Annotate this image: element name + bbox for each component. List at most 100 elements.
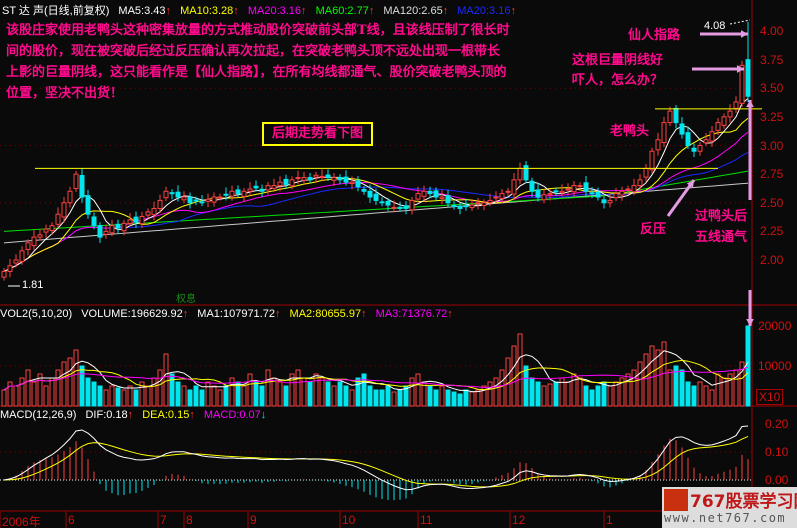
volume-bar <box>205 381 211 407</box>
volume-tick-label: 20000 <box>758 319 792 333</box>
volume-bar <box>433 389 439 407</box>
candlestick <box>223 193 229 196</box>
candlestick <box>481 202 487 206</box>
logo-icon <box>664 489 688 511</box>
volume-bar <box>1 389 7 407</box>
candlestick <box>355 180 361 188</box>
candlestick <box>469 204 475 209</box>
volume-ma2-line <box>3 359 749 391</box>
volume-bar <box>247 373 253 407</box>
candlestick <box>703 139 709 144</box>
ma10-value: MA10:3.28 <box>180 5 234 17</box>
volume-bar <box>265 369 271 407</box>
main-annotation: 该股庄家使用老鸭头这种密集放量的方式推动股价突破前头部T线，且该线压制了很长时间… <box>6 23 510 101</box>
volume-bar <box>79 365 85 407</box>
volume-bar <box>115 387 121 407</box>
price-tick-label: 2.50 <box>760 195 784 210</box>
dif-line <box>3 425 749 491</box>
date-label: 11 <box>420 513 433 527</box>
xianren-arrow-head <box>740 30 748 38</box>
candlestick <box>511 179 517 195</box>
volume-bar <box>253 381 259 407</box>
volume-bar <box>217 389 223 407</box>
candlestick <box>649 150 655 171</box>
volume-bar <box>193 385 199 407</box>
volume-bar <box>271 377 277 407</box>
volume-bar <box>739 361 745 407</box>
volume-bar <box>469 391 475 407</box>
candlestick <box>313 174 319 178</box>
vol-label: VOL2(5,10,20) <box>0 308 73 320</box>
volume-bar <box>313 373 319 407</box>
volume-bar <box>67 357 73 407</box>
volume-bar <box>439 385 445 407</box>
candlestick <box>745 59 751 97</box>
volume-bar <box>685 381 691 407</box>
date-label: 2006年 <box>2 515 41 528</box>
candlestick <box>79 174 85 198</box>
volume-ma3-line <box>3 366 749 391</box>
candlestick <box>595 191 601 198</box>
macd-label: MACD(12,26,9) <box>0 409 77 421</box>
volume-bar <box>451 391 457 407</box>
up-arrow-icon: ↑ <box>510 5 516 17</box>
candlestick <box>235 189 241 195</box>
big-yin-arrow-head <box>736 65 744 73</box>
candlestick <box>451 204 457 207</box>
volume-bar <box>325 381 331 407</box>
candlestick <box>475 202 481 205</box>
candlestick <box>427 190 433 195</box>
guo-annotation-1: 过鸭头后 <box>695 209 748 224</box>
candlestick <box>637 179 643 187</box>
volume-bar <box>337 381 343 407</box>
candlestick <box>721 116 727 126</box>
volume-bar <box>295 369 301 407</box>
candlestick <box>181 196 187 201</box>
candlestick <box>625 188 631 191</box>
candlestick <box>535 189 541 198</box>
candlestick <box>349 181 355 185</box>
candlestick <box>259 188 265 192</box>
ma20-value: MA20:3.16 <box>247 5 302 17</box>
big-yin-annotation-1: 这根巨量阴线好 <box>572 53 664 68</box>
candlestick <box>409 199 415 211</box>
volume-bar <box>43 385 49 407</box>
volume-bar <box>259 385 265 407</box>
volume-bar <box>109 385 115 407</box>
candlestick <box>679 123 685 135</box>
date-label: 7 <box>160 513 167 527</box>
candlestick <box>523 165 529 181</box>
candlestick <box>187 196 193 204</box>
candlestick <box>583 182 589 192</box>
up-arrow-icon: ↑ <box>301 5 307 17</box>
volume-arrow-head <box>746 318 754 326</box>
candlestick <box>211 196 217 203</box>
macd-tick-label: 0.00 <box>765 473 789 487</box>
guo-arrow-head <box>746 100 754 108</box>
volume-bar <box>343 385 349 407</box>
price-tick-label: 3.00 <box>760 138 784 153</box>
up-arrow-icon: ↑ <box>182 308 189 320</box>
volume-bar <box>55 369 61 407</box>
volume-bar <box>523 365 529 407</box>
candlestick <box>199 201 205 204</box>
volume-bar <box>475 389 481 407</box>
volume-bar <box>151 377 157 407</box>
candlestick <box>691 147 697 152</box>
volume-bar <box>211 385 217 407</box>
volume-bar <box>397 389 403 407</box>
volume-bar <box>487 381 493 407</box>
volume-bar <box>385 385 391 407</box>
volume-bar <box>97 385 103 407</box>
volume-bar <box>355 377 361 407</box>
quanxi-marker[interactable]: 权息 <box>176 294 196 305</box>
candlestick <box>325 174 331 179</box>
fanya-annotation: 反压 <box>640 222 667 237</box>
volume-bar <box>607 385 613 407</box>
candlestick <box>73 173 79 190</box>
volume-bar <box>283 385 289 407</box>
volume-bar <box>589 389 595 407</box>
volume-bar <box>229 377 235 407</box>
candlestick <box>7 265 13 272</box>
